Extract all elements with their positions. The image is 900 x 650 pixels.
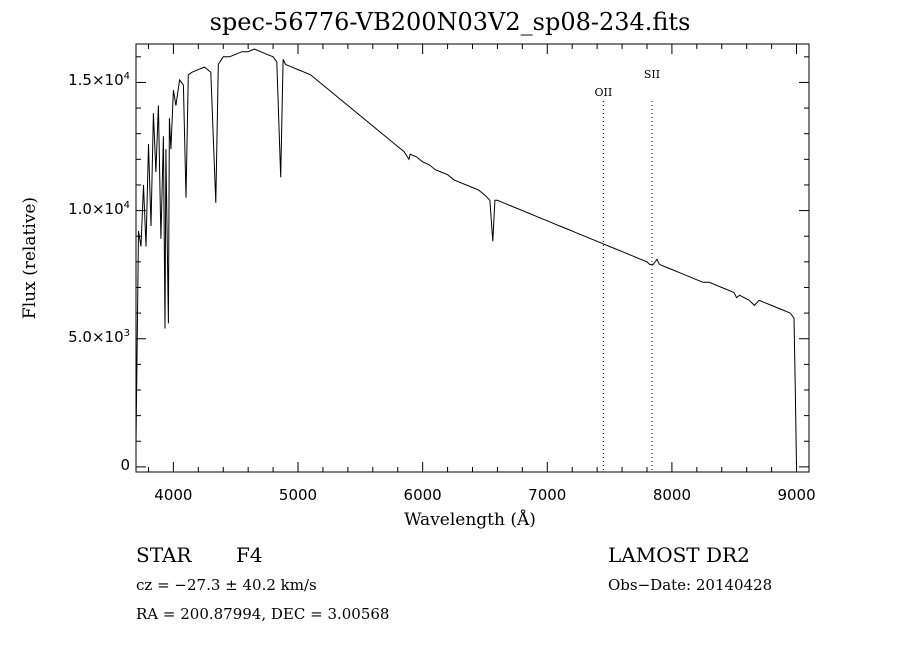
flux-line bbox=[135, 48, 797, 467]
x-tick-label: 8000 bbox=[652, 486, 691, 504]
spectral-subclass: F4 bbox=[236, 543, 263, 567]
obs-date-text: Obs−Date: 20140428 bbox=[608, 576, 773, 594]
emission-line-label: SII bbox=[643, 68, 661, 81]
x-axis-label: Wavelength (Å) bbox=[404, 510, 536, 530]
x-tick-label: 7000 bbox=[528, 486, 567, 504]
survey-name: LAMOST DR2 bbox=[608, 543, 750, 567]
emission-line-label: OII bbox=[594, 86, 613, 99]
y-tick-label: 0 bbox=[120, 455, 130, 474]
redshift-text: cz = −27.3 ± 40.2 km/s bbox=[136, 576, 317, 594]
y-tick-label: 1.5×104 bbox=[68, 71, 130, 90]
y-tick-label: 1.0×104 bbox=[68, 199, 130, 218]
coords-text: RA = 200.87994, DEC = 3.00568 bbox=[136, 605, 390, 623]
x-tick-label: 5000 bbox=[278, 486, 318, 504]
emission-line-markers bbox=[602, 101, 653, 472]
chart-title: spec-56776-VB200N03V2_sp08-234.fits bbox=[209, 8, 691, 36]
object-type: STAR bbox=[136, 543, 192, 567]
x-tick-label: 4000 bbox=[154, 486, 193, 504]
x-tick-label: 9000 bbox=[777, 486, 816, 504]
x-tick-label: 6000 bbox=[403, 486, 442, 504]
axis-ticks bbox=[136, 44, 809, 472]
plot-frame bbox=[135, 43, 810, 473]
y-tick-label: 5.0×103 bbox=[68, 327, 130, 346]
